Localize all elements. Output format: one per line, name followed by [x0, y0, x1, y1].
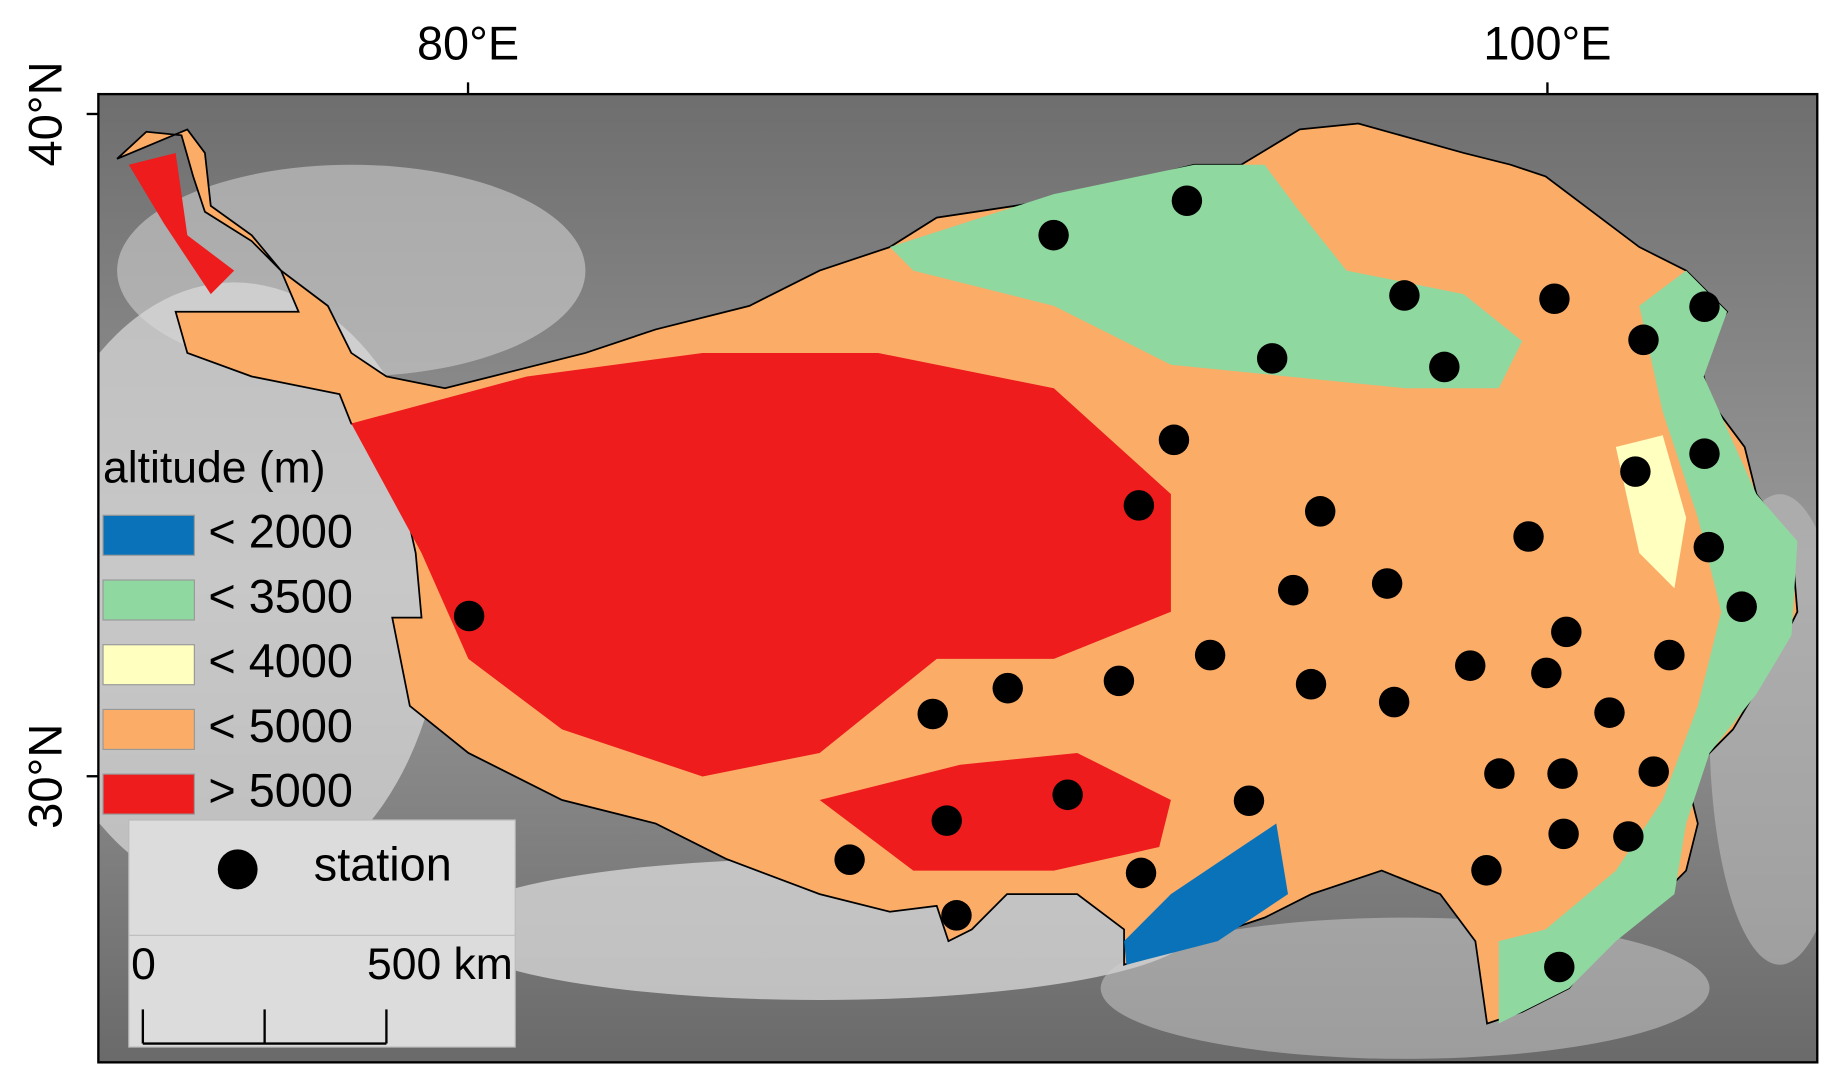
- y-tick-label: 30°N: [20, 724, 72, 829]
- station-point: [1548, 818, 1579, 850]
- station-point: [1256, 343, 1288, 374]
- station-point: [834, 844, 865, 875]
- station-point: [1158, 424, 1190, 456]
- station-point: [1689, 291, 1720, 322]
- station-point: [1693, 531, 1725, 563]
- station-point: [1594, 697, 1625, 728]
- station-point: [1455, 650, 1486, 681]
- station-point: [1371, 568, 1403, 599]
- plateau-region: [1498, 270, 1798, 1024]
- station-point: [1654, 639, 1685, 671]
- plateau-region: [889, 164, 1523, 389]
- legend-label: > 5000: [208, 764, 353, 816]
- legend-label: < 5000: [208, 700, 353, 752]
- station-point: [1233, 785, 1265, 817]
- station-point: [1103, 665, 1135, 697]
- legend-swatch: [102, 514, 195, 556]
- legend-marker: [217, 849, 258, 890]
- station-point: [1429, 351, 1460, 383]
- station-point: [1304, 496, 1336, 527]
- station-point: [1726, 591, 1757, 623]
- station-point: [1628, 324, 1659, 356]
- scale-bar-label: 0: [131, 940, 156, 989]
- station-point: [1544, 951, 1575, 983]
- station-point: [1278, 574, 1309, 606]
- legend-swatch: [102, 644, 195, 686]
- station-point: [1547, 758, 1578, 789]
- station-point: [1513, 521, 1544, 552]
- station-point: [1539, 283, 1570, 315]
- station-point: [1471, 855, 1502, 886]
- x-tick-label: 80°E: [417, 17, 519, 69]
- legend-box: [128, 819, 516, 1048]
- station-point: [1484, 758, 1515, 789]
- x-tick-label: 100°E: [1483, 17, 1611, 69]
- legend-label: < 2000: [208, 506, 353, 558]
- station-point: [1389, 280, 1420, 311]
- station-point: [1378, 686, 1410, 718]
- station-point: [1125, 857, 1157, 889]
- plateau-region: [1124, 823, 1289, 965]
- station-point: [453, 600, 485, 632]
- station-point: [1194, 639, 1226, 671]
- station-point: [1638, 756, 1669, 787]
- plateau-region: [351, 352, 1171, 777]
- plateau-region: [819, 752, 1171, 871]
- station-point: [1689, 438, 1720, 470]
- station-point: [941, 900, 972, 931]
- y-tick-label: 40°N: [20, 61, 72, 166]
- scale-bar-label: 500 km: [367, 940, 513, 989]
- station-point: [1052, 779, 1083, 811]
- station-point: [1620, 456, 1651, 487]
- station-point: [917, 698, 948, 730]
- station-point: [1613, 821, 1644, 852]
- plateau-region: [128, 152, 235, 295]
- map-frame: [97, 92, 1819, 1064]
- station-point: [1295, 668, 1327, 700]
- basemap: [98, 94, 1818, 1063]
- station-point: [1531, 657, 1562, 689]
- legend-swatch: [102, 773, 195, 815]
- legend-label: station: [314, 839, 452, 891]
- plateau: [116, 122, 1799, 1025]
- legend-title: altitude (m): [103, 443, 326, 492]
- legend-label: < 4000: [208, 635, 353, 687]
- station-point: [992, 672, 1023, 704]
- legend-swatch: [102, 708, 195, 751]
- legend-swatch: [102, 579, 195, 621]
- station-point: [1038, 219, 1069, 251]
- legend-label: < 3500: [208, 570, 353, 622]
- station-point: [931, 805, 962, 836]
- station-point: [1123, 490, 1155, 521]
- station-point: [1551, 616, 1582, 648]
- station-point: [1171, 185, 1203, 217]
